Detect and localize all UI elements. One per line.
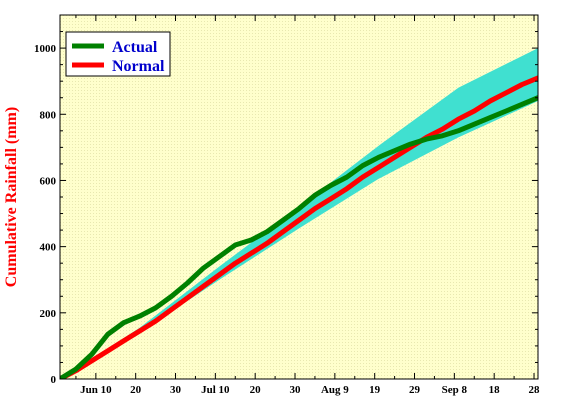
- y-tick-label: 600: [40, 175, 57, 187]
- legend-label-normal: Normal: [112, 58, 165, 75]
- x-tick-label: 28: [529, 384, 541, 396]
- x-tick-label: 29: [409, 384, 421, 396]
- series-line-actual: [60, 95, 538, 379]
- x-tick-label: Jul 10: [201, 384, 230, 396]
- x-tick-label: 20: [250, 384, 262, 396]
- x-tick-label: 30: [290, 384, 302, 396]
- legend-box: [65, 31, 171, 77]
- normal-range-area: [60, 48, 538, 379]
- normal-range-band: [60, 48, 538, 379]
- y-tick-label: 800: [40, 109, 57, 121]
- x-tick-label: 30: [170, 384, 182, 396]
- legend-label-actual: Actual: [112, 39, 158, 56]
- y-axis-title: Cumulative Rainfall (mm): [3, 107, 20, 287]
- x-tick-label: Sep 8: [442, 384, 468, 396]
- x-tick-label: 20: [130, 384, 142, 396]
- y-axis: 0 200 400 600 800 1000: [34, 31, 538, 386]
- x-tick-label: Aug 9: [321, 384, 349, 396]
- x-tick-label: Jun 10: [80, 384, 112, 396]
- x-tick-label: 18: [489, 384, 501, 396]
- x-axis: Jun 10 20 30 Jul 10 20 30 Aug 9 19 29 Sep 8 18 28: [75, 15, 541, 396]
- y-tick-label: 0: [51, 374, 57, 386]
- y-tick-label: 200: [40, 308, 57, 320]
- series-lines: [60, 75, 538, 379]
- series-line-normal: [60, 75, 538, 379]
- y-tick-label: 400: [40, 242, 57, 254]
- y-tick-label: 1000: [34, 43, 57, 55]
- x-tick-label: 19: [369, 384, 381, 396]
- legend: Actual Normal: [65, 31, 171, 77]
